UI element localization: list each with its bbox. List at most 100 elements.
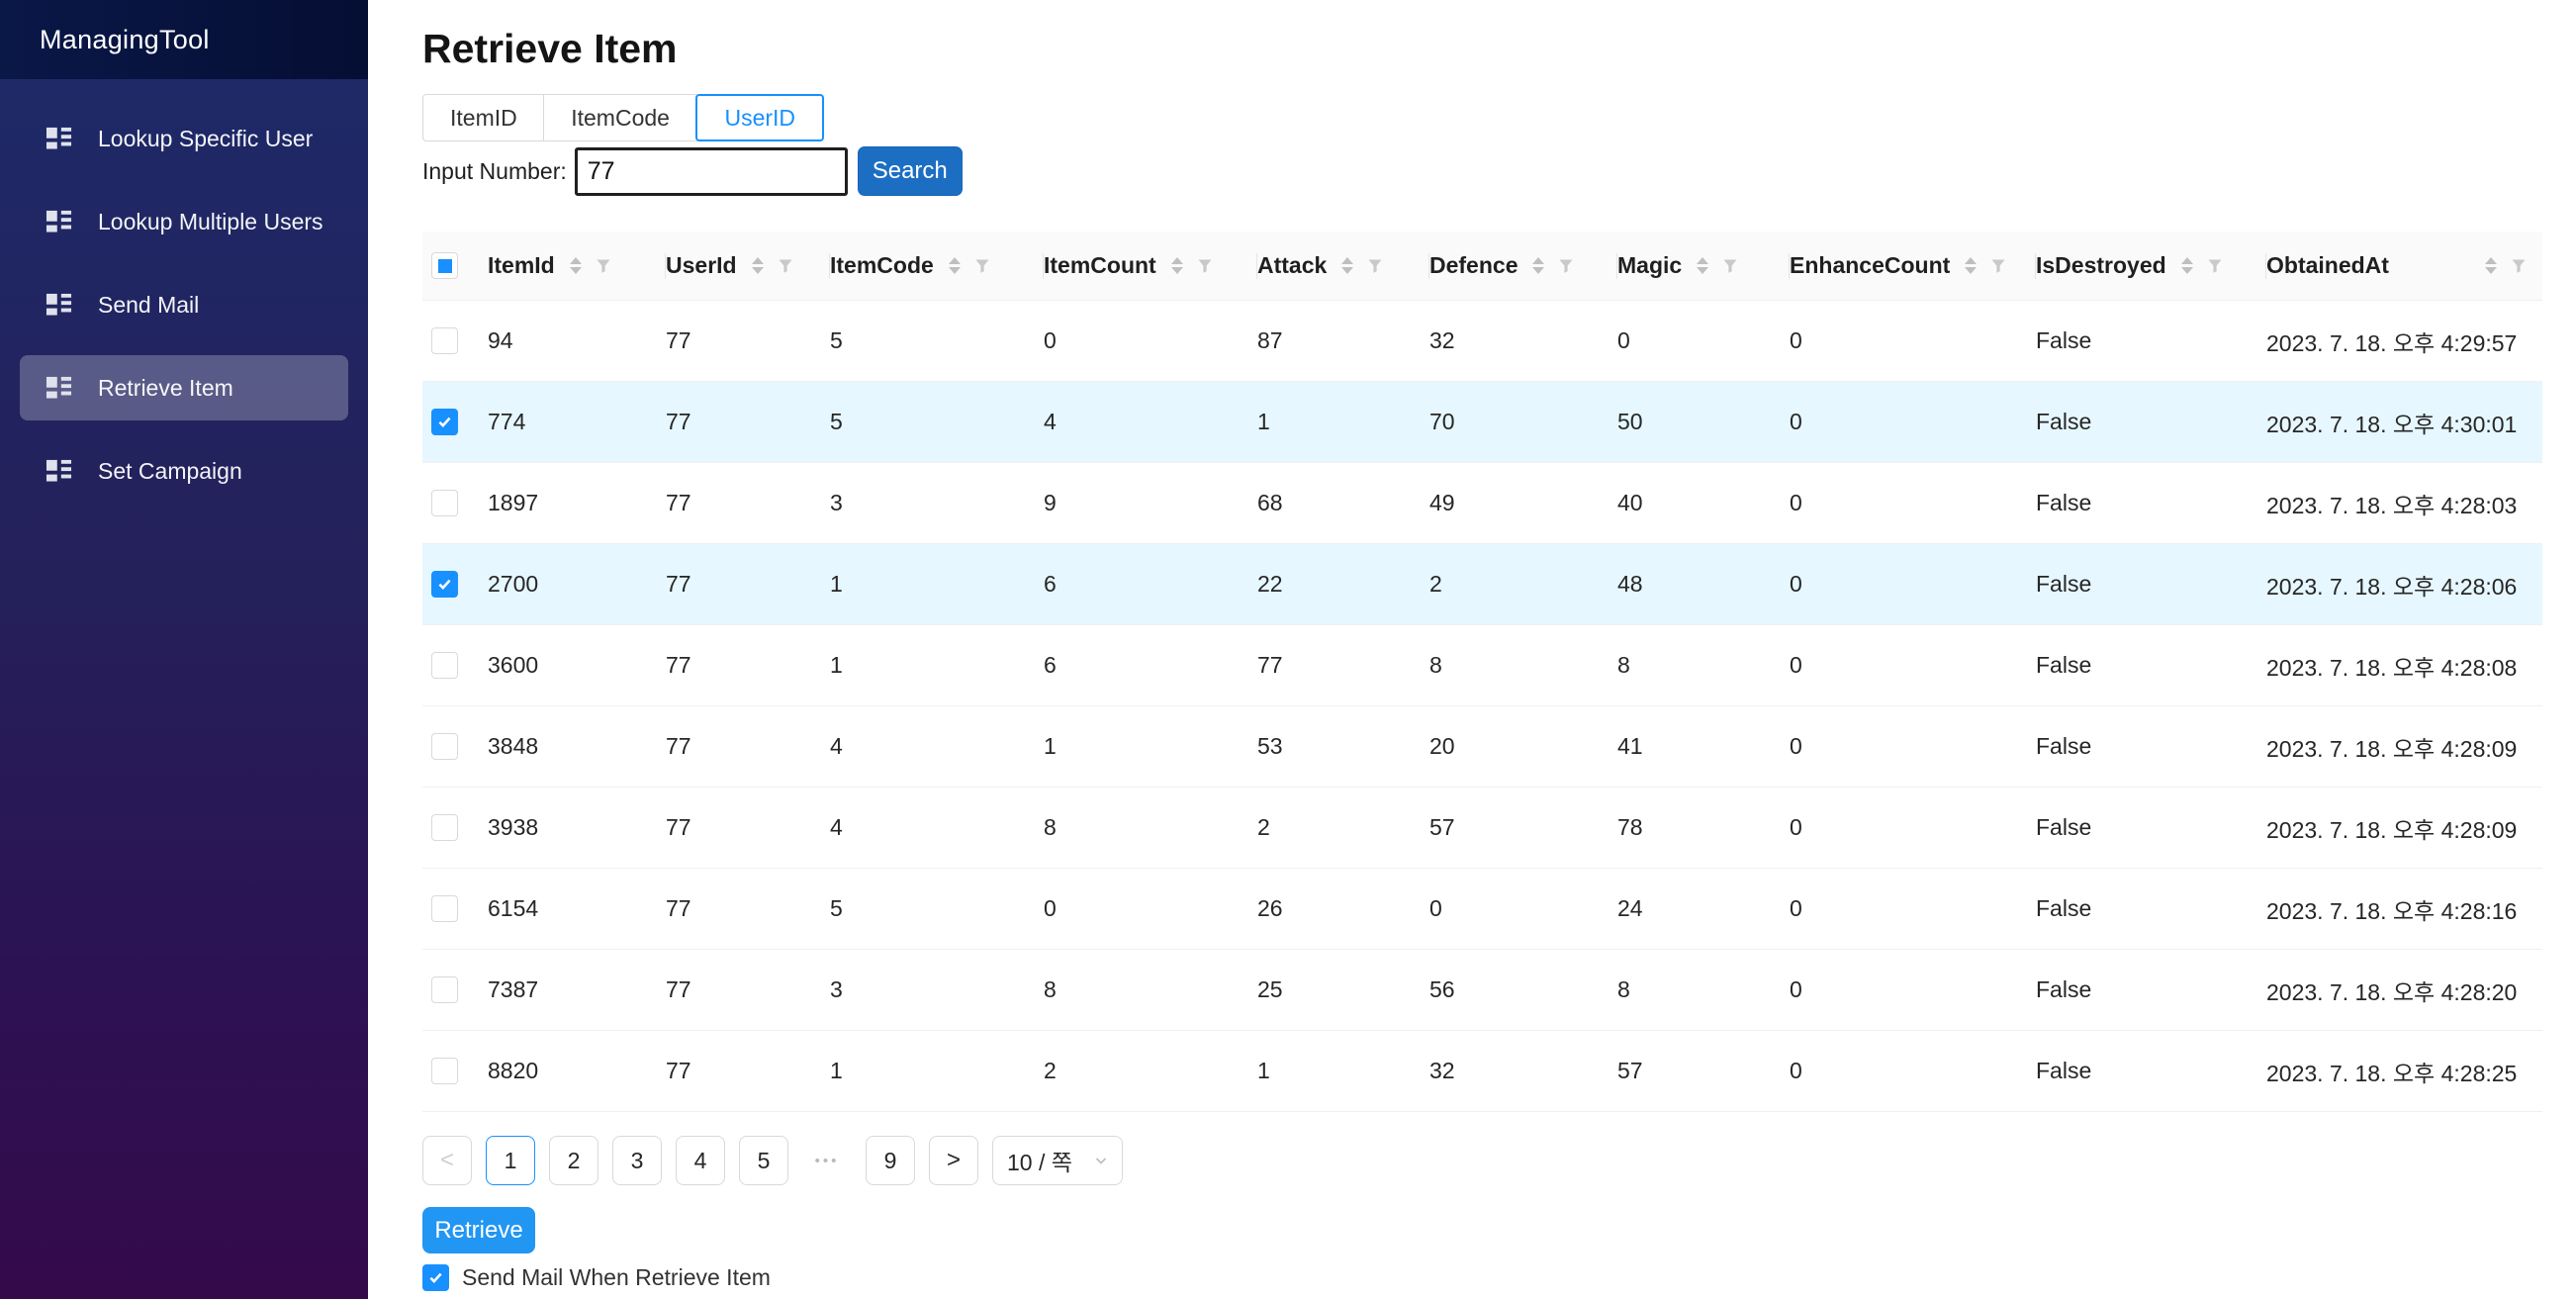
row-checkbox-cell xyxy=(422,625,488,705)
tab-itemcode[interactable]: ItemCode xyxy=(543,94,697,141)
check-icon xyxy=(429,1272,442,1283)
filter-funnel-icon[interactable] xyxy=(974,258,990,274)
filter-funnel-icon[interactable] xyxy=(1367,258,1383,274)
cell-itemcode: 4 xyxy=(830,733,843,759)
column-header-attack[interactable]: Attack xyxy=(1257,232,1429,300)
cell-obtainedat: 2023. 7. 18. 오후 4:28:06 xyxy=(2266,573,2518,600)
sort-carets-icon[interactable] xyxy=(2485,257,2497,274)
pagination-prev-button[interactable]: < xyxy=(422,1136,472,1185)
cell-itemcode: 5 xyxy=(830,409,843,434)
row-checkbox[interactable] xyxy=(431,976,458,1003)
row-checkbox-cell xyxy=(422,463,488,543)
row-checkbox-cell xyxy=(422,706,488,787)
cell-itemcode: 1 xyxy=(830,1058,843,1083)
cell-userid: 77 xyxy=(666,571,691,597)
row-checkbox[interactable] xyxy=(431,327,458,354)
table-row: 7387 77 3 8 25 56 8 0 False 2023. 7. 18. 오후 4:28:… xyxy=(422,950,2542,1031)
cell-defence: 0 xyxy=(1429,895,1442,921)
filter-funnel-icon[interactable] xyxy=(596,258,611,274)
cell-itemcode: 5 xyxy=(830,895,843,921)
cell-isdestroyed: False xyxy=(2036,976,2092,1002)
retrieve-button[interactable]: Retrieve xyxy=(422,1207,535,1253)
table-row: 2700 77 1 6 22 2 48 0 False 2023. 7. 18. 오후 4:28:… xyxy=(422,544,2542,625)
page-size-select[interactable]: 10 / 쪽 xyxy=(992,1136,1123,1185)
cell-itemcount: 1 xyxy=(1044,733,1057,759)
tab-userid[interactable]: UserID xyxy=(695,94,825,141)
filter-funnel-icon[interactable] xyxy=(2207,258,2223,274)
column-header-itemcode[interactable]: ItemCode xyxy=(830,232,1044,300)
pagination-next-button[interactable]: > xyxy=(929,1136,978,1185)
cell-itemcode: 1 xyxy=(830,571,843,597)
send-mail-label: Send Mail When Retrieve Item xyxy=(462,1264,771,1290)
row-checkbox[interactable] xyxy=(431,733,458,760)
cell-isdestroyed: False xyxy=(2036,1058,2092,1083)
filter-funnel-icon[interactable] xyxy=(1990,258,2006,274)
row-checkbox[interactable] xyxy=(431,409,458,435)
table-row: 3938 77 4 8 2 57 78 0 False 2023. 7. 18. 오후 4:28:… xyxy=(422,788,2542,869)
sort-carets-icon[interactable] xyxy=(1532,257,1545,274)
pagination-ellipsis[interactable]: ••• xyxy=(814,1152,840,1169)
cell-itemid: 1897 xyxy=(488,490,539,515)
column-header-magic[interactable]: Magic xyxy=(1617,232,1790,300)
search-button[interactable]: Search xyxy=(857,146,963,196)
sidebar-item-lookup-specific-user[interactable]: Lookup Specific User xyxy=(20,106,348,171)
pagination-page-4[interactable]: 4 xyxy=(676,1136,725,1185)
filter-funnel-icon[interactable] xyxy=(2511,258,2527,274)
column-header-isdestroyed[interactable]: IsDestroyed xyxy=(2036,232,2266,300)
cell-obtainedat: 2023. 7. 18. 오후 4:28:25 xyxy=(2266,1060,2518,1086)
filter-funnel-icon[interactable] xyxy=(1722,258,1738,274)
cell-obtainedat: 2023. 7. 18. 오후 4:30:01 xyxy=(2266,411,2518,437)
pagination-page-3[interactable]: 3 xyxy=(612,1136,662,1185)
pagination-page-2[interactable]: 2 xyxy=(549,1136,598,1185)
filter-funnel-icon[interactable] xyxy=(1197,258,1213,274)
column-header-enhancecount[interactable]: EnhanceCount xyxy=(1790,232,2036,300)
tab-itemid[interactable]: ItemID xyxy=(422,94,545,141)
send-mail-checkbox[interactable] xyxy=(422,1264,449,1291)
cell-defence: 20 xyxy=(1429,733,1455,759)
row-checkbox-cell xyxy=(422,869,488,949)
cell-userid: 77 xyxy=(666,895,691,921)
pagination-page-5[interactable]: 5 xyxy=(739,1136,788,1185)
sidebar-item-retrieve-item[interactable]: Retrieve Item xyxy=(20,355,348,420)
sort-carets-icon[interactable] xyxy=(751,257,764,274)
select-all-checkbox[interactable] xyxy=(431,252,458,279)
column-header-itemid[interactable]: ItemId xyxy=(488,232,666,300)
column-header-itemcount[interactable]: ItemCount xyxy=(1044,232,1257,300)
cell-itemcount: 0 xyxy=(1044,327,1057,353)
sort-carets-icon[interactable] xyxy=(569,257,582,274)
sidebar-item-lookup-multiple-users[interactable]: Lookup Multiple Users xyxy=(20,189,348,254)
sidebar-item-send-mail[interactable]: Send Mail xyxy=(20,272,348,337)
row-checkbox[interactable] xyxy=(431,895,458,922)
row-checkbox[interactable] xyxy=(431,571,458,598)
input-number-field[interactable] xyxy=(574,146,848,196)
sidebar-item-set-campaign[interactable]: Set Campaign xyxy=(20,438,348,504)
filter-funnel-icon[interactable] xyxy=(1558,258,1574,274)
sort-carets-icon[interactable] xyxy=(948,257,961,274)
sort-carets-icon[interactable] xyxy=(1341,257,1354,274)
pagination-page-9[interactable]: 9 xyxy=(866,1136,915,1185)
chevron-down-icon xyxy=(1095,1158,1107,1164)
sort-carets-icon[interactable] xyxy=(2180,257,2193,274)
row-checkbox[interactable] xyxy=(431,1058,458,1084)
cell-enhancecount: 0 xyxy=(1790,814,1802,840)
table-row: 1897 77 3 9 68 49 40 0 False 2023. 7. 18. 오후 4:28… xyxy=(422,463,2542,544)
check-icon xyxy=(438,579,451,590)
sort-carets-icon[interactable] xyxy=(1965,257,1978,274)
row-checkbox[interactable] xyxy=(431,814,458,841)
column-title: EnhanceCount xyxy=(1790,252,1951,278)
filter-funnel-icon[interactable] xyxy=(778,258,793,274)
send-mail-row: Send Mail When Retrieve Item xyxy=(422,1264,2576,1291)
row-checkbox[interactable] xyxy=(431,490,458,516)
main-content: Retrieve Item ItemID ItemCode UserID Input… xyxy=(368,0,2576,1291)
sort-carets-icon[interactable] xyxy=(1697,257,1709,274)
row-checkbox[interactable] xyxy=(431,652,458,679)
column-header-userid[interactable]: UserId xyxy=(666,232,830,300)
row-checkbox-cell xyxy=(422,1031,488,1111)
column-header-obtainedat[interactable]: ObtainedAt xyxy=(2266,232,2542,300)
sort-carets-icon[interactable] xyxy=(1170,257,1183,274)
cell-defence: 8 xyxy=(1429,652,1442,678)
column-header-defence[interactable]: Defence xyxy=(1429,232,1617,300)
column-title: UserId xyxy=(666,252,737,278)
pagination-page-1[interactable]: 1 xyxy=(486,1136,535,1185)
